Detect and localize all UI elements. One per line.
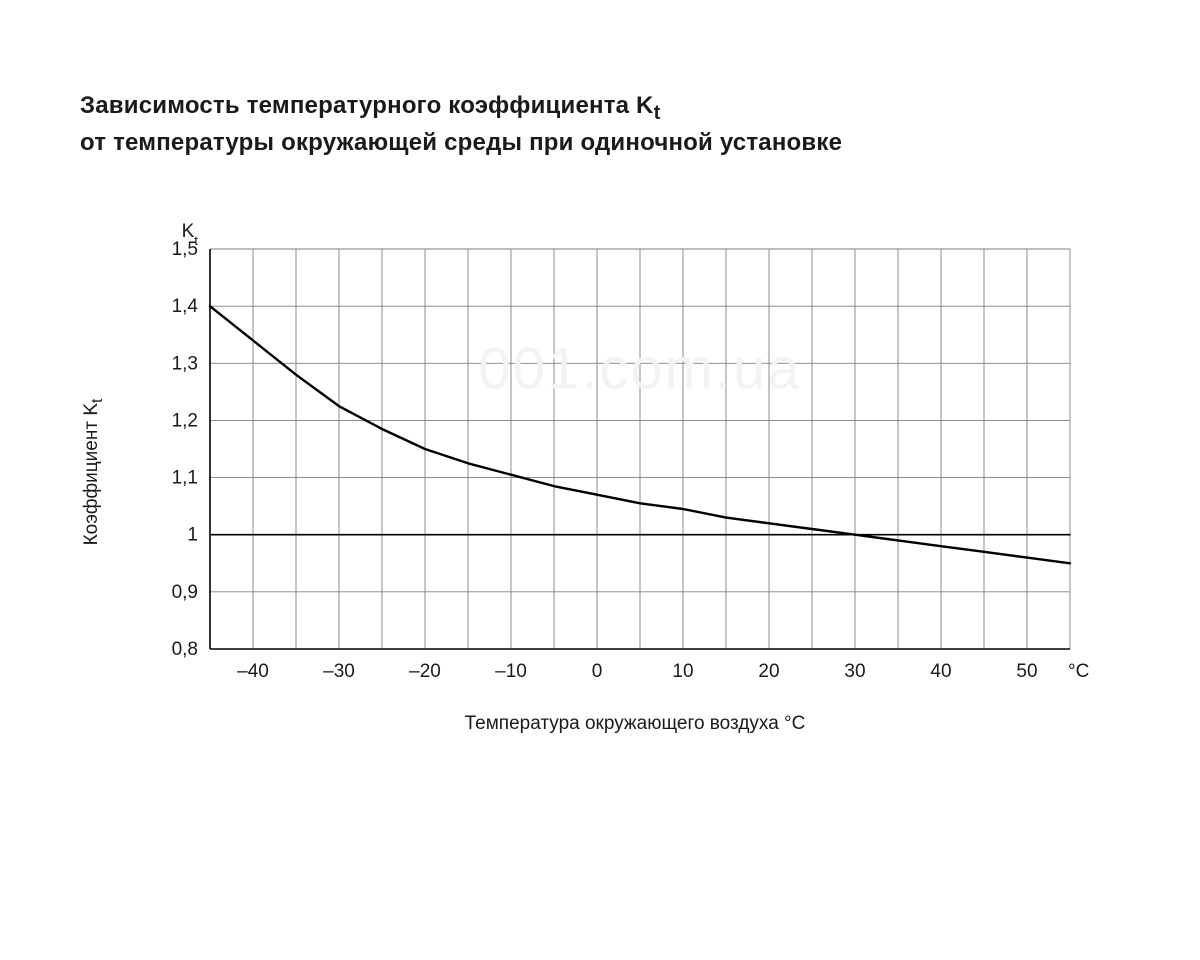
x-tick-label: –40 <box>237 661 269 682</box>
y-tick-label: 1 <box>187 525 198 546</box>
x-tick-label: 20 <box>758 661 779 682</box>
chart-container: Коэффициент Kt 001.com.ua 0,80,911,11,21… <box>150 209 1120 735</box>
page: Зависимость температурного коэффициента … <box>0 0 1200 960</box>
title-subscript: t <box>654 102 661 124</box>
y-tick-label: 0,8 <box>172 639 198 660</box>
y-tick-label: 1,2 <box>172 411 198 432</box>
x-tick-label: 40 <box>930 661 951 682</box>
title-line-1: Зависимость температурного коэффициента … <box>80 90 1120 127</box>
y-tick-label: 1,4 <box>172 296 199 317</box>
y-tick-label: 1,1 <box>172 468 198 489</box>
line-chart: 0,80,911,11,21,31,41,5Kt–40–30–20–100102… <box>150 209 1130 699</box>
x-tick-label: 0 <box>592 661 603 682</box>
grid <box>210 249 1070 649</box>
x-tick-label: 30 <box>844 661 865 682</box>
x-unit-label: °С <box>1068 661 1089 682</box>
x-tick-label: –20 <box>409 661 441 682</box>
x-tick-label: 10 <box>672 661 693 682</box>
x-tick-label: –30 <box>323 661 355 682</box>
x-axis-label: Температура окружающего воздуха °С <box>150 713 1120 735</box>
y-tick-label: 1,3 <box>172 353 198 374</box>
x-tick-label: –10 <box>495 661 527 682</box>
chart-title: Зависимость температурного коэффициента … <box>80 90 1120 159</box>
title-line-2: от температуры окружающей среды при один… <box>80 127 1120 159</box>
x-tick-label: 50 <box>1016 661 1037 682</box>
y-tick-label: 0,9 <box>172 582 198 603</box>
y-axis-label: Коэффициент Kt <box>81 399 107 546</box>
